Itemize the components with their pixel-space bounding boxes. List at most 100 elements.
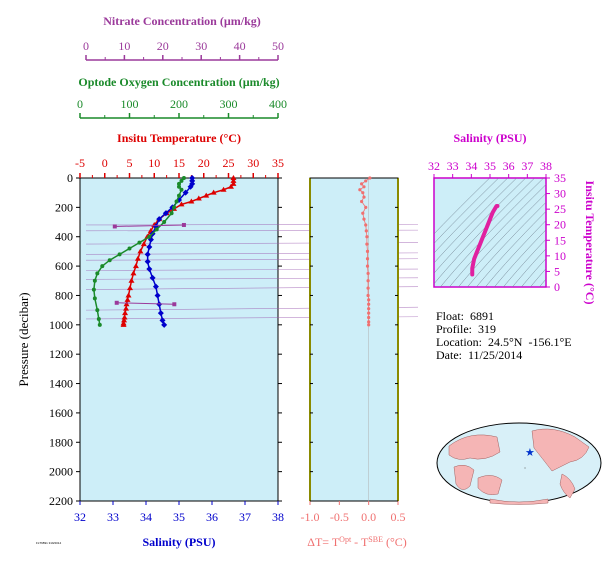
- delta-t-point: [368, 176, 372, 180]
- ts-x-tick-label: 35: [484, 159, 496, 173]
- nitrate-point: [114, 300, 119, 305]
- density-contour: [449, 184, 546, 287]
- ts-x-tick-label: 34: [465, 159, 477, 173]
- temperature-point: [124, 296, 131, 302]
- delta-t-point: [361, 211, 365, 215]
- delta-t-point: [367, 298, 371, 302]
- temperature-point: [227, 183, 234, 189]
- temperature-point: [230, 175, 237, 180]
- temperature-tick-label: 10: [148, 156, 160, 170]
- nitrate-point: [172, 302, 177, 307]
- map-landmass: [448, 434, 501, 460]
- temperature-point: [120, 321, 127, 327]
- temperature-point: [132, 263, 139, 269]
- temperature-tick-label: 25: [223, 156, 235, 170]
- salinity-point: [154, 292, 161, 299]
- float-info-block: Float: 6891 Profile: 319 Location: 24.5°…: [436, 310, 572, 362]
- temperature-point: [122, 310, 129, 316]
- salinity-tick-label: 37: [239, 510, 251, 524]
- delta-t-point: [365, 242, 369, 246]
- salinity-point: [149, 274, 156, 281]
- density-contour: [494, 229, 546, 287]
- temperature-point: [137, 248, 144, 254]
- delta-t-point: [361, 191, 365, 195]
- oxygen-point: [96, 316, 101, 321]
- density-contour: [512, 248, 546, 287]
- oxygen-point: [179, 187, 184, 192]
- ts-curve: [470, 204, 500, 277]
- density-contour: [539, 278, 546, 287]
- delta-t-point: [362, 195, 366, 199]
- density-contour: [467, 201, 546, 287]
- delta-t-point: [364, 179, 368, 183]
- ts-y-tick-label: 10: [554, 249, 566, 263]
- salinity-tick-label: 36: [206, 510, 218, 524]
- salinity-tick-label: 32: [74, 510, 86, 524]
- delta-t-point: [365, 249, 370, 254]
- main-plot-area: [79, 177, 279, 502]
- temperature-point: [125, 292, 132, 298]
- ts-y-axis-title: Insitu Temperature (°C): [583, 181, 597, 305]
- oxygen-point: [177, 184, 181, 189]
- ts-y-tick-label: 35: [554, 171, 566, 185]
- temperature-point: [121, 314, 128, 320]
- delta-t-axis-title: ΔT= TOpt - TSBE (°C): [307, 535, 407, 549]
- density-contour: [434, 178, 536, 285]
- density-contour: [434, 178, 527, 274]
- density-contour: [434, 178, 500, 244]
- temperature-tick-label: 20: [198, 156, 210, 170]
- delta-t-point: [362, 217, 366, 221]
- oxygen-tick-label: 200: [170, 97, 188, 111]
- density-contour: [434, 178, 491, 235]
- oxygen-point: [147, 234, 152, 239]
- oxygen-point: [154, 227, 159, 232]
- temperature-point: [188, 198, 195, 204]
- oxygen-point: [100, 264, 105, 269]
- delta-t-point: [366, 279, 370, 283]
- temperature-point: [123, 305, 130, 311]
- temperature-point: [140, 241, 147, 247]
- oxygen-point: [172, 205, 177, 210]
- oxygen-point: [117, 252, 122, 257]
- y-tick-label: 400: [55, 230, 73, 244]
- temperature-point: [203, 192, 210, 198]
- ts-x-tick-label: 38: [540, 159, 552, 173]
- profile-label: Profile: 319: [436, 322, 496, 336]
- y-axis-title: Pressure (decibar): [16, 292, 31, 386]
- y-tick-label: 0: [67, 171, 73, 185]
- temperature-point: [210, 189, 217, 195]
- oxygen-point: [177, 193, 181, 198]
- density-contour: [605, 168, 616, 295]
- temperature-tick-label: 5: [127, 156, 133, 170]
- ts-y-tick-label: 30: [554, 187, 566, 201]
- salinity-point: [159, 317, 166, 324]
- temperature-point: [121, 317, 128, 323]
- oxygen-tick-label: 300: [220, 97, 238, 111]
- delta-t-point: [365, 264, 370, 268]
- y-tick-label: 2000: [49, 465, 73, 479]
- temperature-tick-label: 35: [272, 156, 284, 170]
- delta-t-point: [367, 307, 371, 311]
- main-profile-panel: 0200400600800100012001400160018002000220…: [16, 14, 419, 549]
- nitrate-tick-label: 50: [272, 39, 284, 53]
- float-id-label: Float: 6891: [436, 309, 495, 323]
- map-dateline-mark: ·: [524, 464, 527, 473]
- nitrate-tick-label: 0: [83, 39, 89, 53]
- salinity-point: [156, 216, 163, 223]
- oxygen-point: [181, 176, 186, 180]
- temperature-axis-title: Insitu Temperature (°C): [117, 131, 241, 145]
- delta-t-point: [367, 320, 371, 324]
- salinity-point: [161, 321, 168, 328]
- delta-t-tick-label: 0.5: [391, 510, 406, 524]
- oxygen-point: [174, 199, 179, 204]
- map-landmass: [531, 428, 590, 472]
- temperature-tick-label: 15: [173, 156, 185, 170]
- map-landmass: [559, 473, 576, 499]
- ts-x-tick-label: 36: [503, 159, 515, 173]
- y-tick-label: 1600: [49, 406, 73, 420]
- salinity-point: [144, 258, 151, 265]
- density-contour: [476, 210, 546, 287]
- delta-t-point: [358, 188, 362, 192]
- salinity-point: [157, 310, 164, 317]
- nitrate-tick-label: 20: [157, 39, 169, 53]
